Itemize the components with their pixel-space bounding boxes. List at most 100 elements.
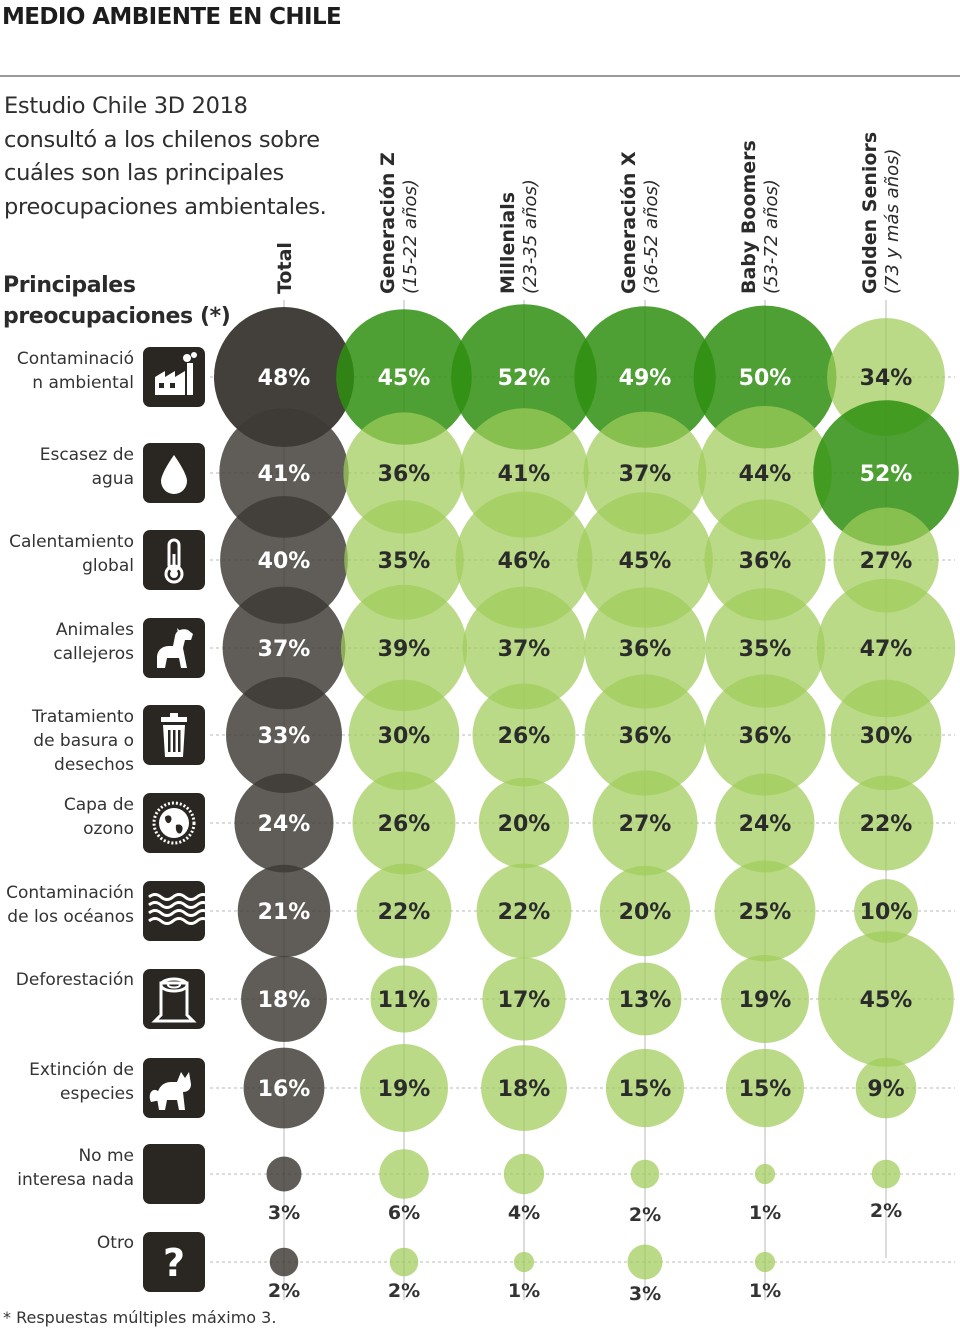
row-label: Calentamiento global [9,532,134,576]
bubble-value-label: 3% [629,1283,661,1305]
bubble-value-label: 20% [619,900,672,925]
bubble-value-label: 17% [498,988,551,1013]
bubble-value-label: 45% [378,366,431,391]
bubble [340,584,468,712]
bubble [630,1159,660,1189]
bubble [605,1048,685,1128]
bubble-value-label: 25% [739,900,792,925]
bubble [513,1251,535,1273]
bubble [243,1047,325,1129]
bubble-value-label: 36% [739,549,792,574]
row-icons: ? [143,347,210,1292]
column-subheader: (53-72 años) [761,179,782,294]
svg-text:?: ? [163,1241,185,1285]
bubble-value-label: 45% [860,988,913,1013]
row-label: Extinción de especies [29,1060,134,1104]
row-label: Capa de ozono [64,795,134,839]
bubble-value-label: 46% [498,549,551,574]
footnote: * Respuestas múltiples máximo 3. [3,1308,277,1327]
bubble-value-label: 20% [498,812,551,837]
intro-text: Estudio Chile 3D 2018 consultó a los chi… [4,93,327,220]
bubble-value-label: 24% [739,812,792,837]
column-subheader: (73 y más años) [882,148,903,294]
bubble-value-label: 19% [378,1077,431,1102]
bubble [704,674,826,796]
bubble [222,586,346,710]
bubble-value-label: 45% [619,549,672,574]
bubble [584,674,706,796]
column-header: Generación Z [377,152,399,294]
bubble [220,496,348,624]
bubble [608,962,682,1036]
value-labels: 48% 45% 52% 49% 50% 34% 41% 36% 41% 37% 44% 52% 40% 3… [258,366,913,1305]
bubble [237,864,331,958]
bubble [813,400,959,546]
bubble [855,1057,917,1119]
bubble [241,956,327,1042]
bubble-value-label: 4% [508,1202,540,1224]
tree-stump-icon [143,969,205,1029]
bubble [476,863,572,959]
bubble-value-label: 18% [498,1077,551,1102]
row-label: Contaminació n ambiental [17,349,134,393]
bubble [754,1251,776,1273]
bubble [455,491,593,629]
bubble-value-label: 41% [498,462,551,487]
bubble [627,1244,663,1280]
bubble-value-label: 3% [268,1202,300,1224]
column-header: Golden Seniors [859,132,881,294]
bubble-value-label: 22% [498,900,551,925]
bubble-value-label: 52% [498,366,551,391]
bubble-value-label: 2% [870,1200,902,1222]
bubble [838,775,934,871]
bubble [336,309,472,445]
bubble-value-label: 30% [378,724,431,749]
bubble-value-label: 26% [378,812,431,837]
concerns-label: Principales preocupaciones (*) [3,273,231,329]
dog-icon [143,618,205,678]
column-subheader: (15-22 años) [400,179,421,294]
bubble [389,1247,419,1277]
bubble-value-label: 15% [739,1077,792,1102]
factory-icon [143,347,205,407]
bubble [481,1045,567,1131]
bubble-value-label: 35% [739,637,792,662]
bubble-value-label: 36% [739,724,792,749]
bubble [725,1048,805,1128]
bubble [214,307,354,447]
bubble-value-label: 16% [258,1077,311,1102]
bubble [352,771,456,875]
bubble [693,305,837,449]
bubble [472,683,576,787]
bubble-value-label: 21% [258,900,311,925]
bubble-value-label: 39% [378,637,431,662]
column-header: Total [274,242,296,294]
bubble [343,412,465,534]
bubble-value-label: 19% [739,988,792,1013]
thermometer-icon [143,530,205,590]
bubble [226,677,342,793]
row-label: Animales callejeros [53,620,134,664]
bubble [599,865,691,957]
bubble [478,777,570,869]
bubble-value-label: 37% [619,462,672,487]
globe-icon [143,793,205,853]
bubble-value-label: 2% [268,1280,300,1302]
bubble [830,679,942,791]
row-label: Contaminación de los océanos [6,883,134,927]
bubble [462,586,586,710]
bubble-value-label: 47% [860,637,913,662]
row-label: Deforestación [16,970,134,990]
bubble [370,965,438,1033]
bubble-value-label: 22% [860,812,913,837]
bubble-value-label: 2% [388,1280,420,1302]
row-label: Tratamiento de basura o desechos [31,707,134,775]
row-labels: Contaminació n ambiental Escasez de agua Cal… [6,349,134,1253]
bubble-value-label: 26% [498,724,551,749]
bubble [816,578,956,718]
row-label: Escasez de agua [40,445,134,489]
row-label: No me interesa nada [17,1146,134,1190]
bubble [818,931,954,1067]
bubble-value-label: 11% [378,988,431,1013]
